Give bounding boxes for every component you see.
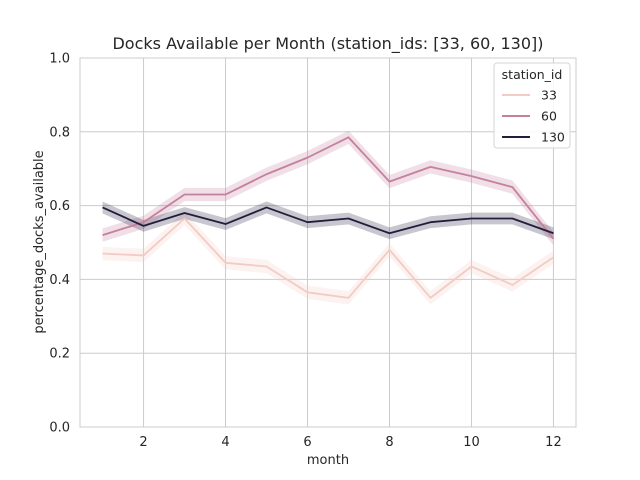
x-axis-label: month — [307, 453, 349, 468]
legend-label-33: 33 — [541, 88, 557, 103]
plot-background — [80, 58, 576, 427]
legend-box — [493, 62, 571, 149]
x-tick-label: 4 — [221, 435, 229, 450]
series-line-60 — [102, 136, 555, 240]
legend-title: station_id — [502, 67, 563, 82]
series-line-130 — [102, 206, 554, 235]
chart-title: Docks Available per Month (station_ids: … — [112, 34, 543, 54]
x-tick-label: 12 — [545, 435, 562, 450]
x-tick-label: 10 — [463, 435, 480, 450]
series-lines — [102, 136, 555, 299]
y-tick-labels: 0.0 0.2 0.4 0.6 0.8 1.0 — [49, 52, 70, 436]
ci-band-60 — [102, 130, 554, 246]
legend: station_id 33 60 130 — [493, 62, 571, 149]
x-tick-label: 8 — [385, 435, 393, 450]
y-axis-label: percentage_docks_available — [32, 150, 47, 333]
x-tick-label: 2 — [139, 435, 147, 450]
grid-lines — [80, 57, 576, 428]
x-tick-labels: 2 4 6 8 10 12 — [139, 435, 561, 450]
y-tick-label: 0.8 — [49, 125, 70, 140]
series-line-33 — [102, 217, 554, 299]
y-tick-label: 0.4 — [49, 273, 70, 288]
plot-frame — [79, 57, 577, 428]
legend-label-60: 60 — [541, 109, 557, 124]
legend-label-130: 130 — [541, 130, 565, 145]
y-tick-label: 0.6 — [49, 199, 70, 214]
legend-items: 33 60 130 — [502, 88, 565, 145]
y-tick-label: 0.0 — [49, 421, 70, 436]
y-tick-label: 1.0 — [49, 52, 70, 67]
y-tick-label: 0.2 — [49, 347, 70, 362]
x-tick-label: 6 — [303, 435, 311, 450]
